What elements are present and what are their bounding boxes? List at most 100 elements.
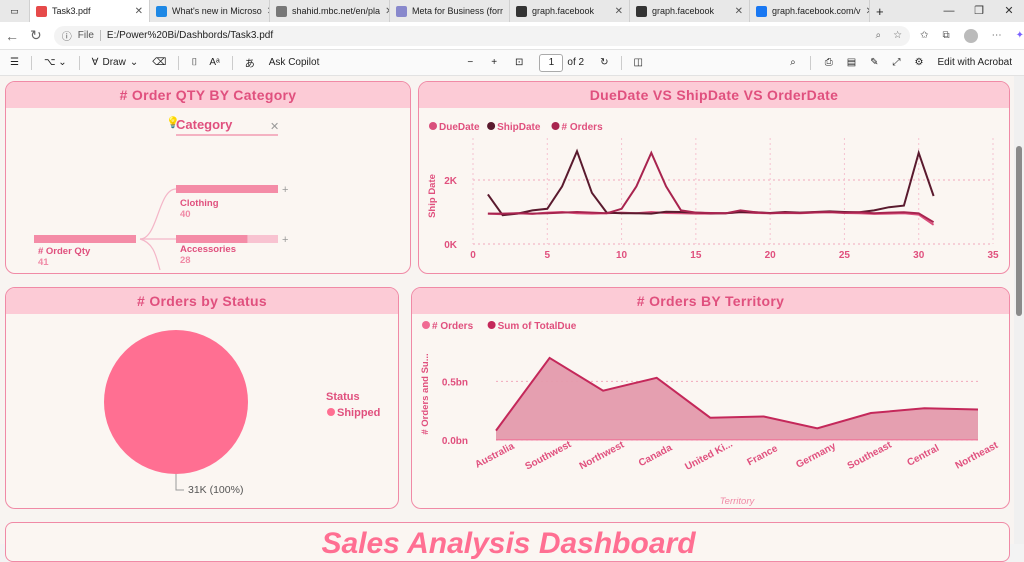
y-axis-label: # Orders and Su... [420,353,431,434]
highlight-icon[interactable]: ⌥ ⌄ [43,57,67,68]
page-number-input[interactable]: 1 [539,53,564,72]
close-window-button[interactable]: ✕ [1004,5,1014,17]
translate-icon[interactable]: あ [244,59,255,70]
clothing-bar[interactable] [176,185,278,193]
back-button[interactable]: ← [4,27,19,44]
expand-plus-icon[interactable]: + [282,184,288,196]
search-icon[interactable]: ⌕ [790,57,796,68]
clothing-value: 40 [180,209,191,220]
restore-button[interactable]: ❐ [974,5,984,17]
fullscreen-icon[interactable]: ⤢ [892,57,901,68]
legend-label: ShipDate [497,122,541,133]
tab-title: graph.facebook.com/v [772,6,861,16]
y-tick-label: 2K [444,176,458,187]
territory-title: # Orders BY Territory [412,288,1009,314]
save-icon[interactable]: ▤ [846,57,857,68]
zoom-in-button[interactable]: + [491,57,498,68]
collections-icon[interactable]: ⧉ [942,30,950,41]
close-tab-icon[interactable]: ✕ [734,5,743,17]
edit-with-acrobat-button[interactable]: Edit with Acrobat [937,57,1012,68]
address-url[interactable]: E:/Power%20Bi/Dashbords/Task3.pdf [106,30,274,41]
tab-title: graph.facebook [532,6,595,16]
copilot-icon[interactable]: ✦ [1015,30,1024,41]
favorite-star-icon[interactable]: ☆ [893,30,903,41]
browser-tab[interactable]: Task3.pdf ✕ [30,0,150,22]
browser-tab[interactable]: shahid.mbc.net/en/pla ✕ [270,0,390,22]
tab-favicon-icon [516,5,527,17]
close-icon[interactable]: ✕ [270,121,279,133]
root-bar [34,235,136,243]
order-qty-title: # Order QTY BY Category [6,82,410,108]
close-tab-icon[interactable]: ✕ [866,6,869,17]
area-fill-totaldue [496,357,978,440]
close-tab-icon[interactable]: ✕ [134,5,143,17]
window-controls: — ❐ ✕ [934,0,1024,22]
save-as-icon[interactable]: ✎ [870,57,879,68]
close-tab-icon[interactable]: ✕ [614,5,623,17]
address-bar[interactable]: ⓘ File E:/Power%20Bi/Dashbords/Task3.pdf… [53,25,911,46]
eraser-icon[interactable]: ⌫ [152,57,167,68]
browser-tab[interactable]: What's new in Microso ✕ [150,0,270,22]
browser-tab[interactable]: graph.facebook ✕ [510,0,630,22]
decomposition-tree: 💡 Category ✕ # Order Qty 41 + Clothing 4… [34,116,288,271]
tab-favicon-icon [396,5,407,17]
accessories-bar[interactable] [176,235,248,243]
status-pie-chart: Status Shipped 31K (100%) [104,330,380,496]
avatar[interactable] [963,28,978,43]
print-icon[interactable]: ⎙ [824,57,833,68]
legend-swatch [429,122,437,130]
read-aloud-icon[interactable]: Aᵃ [209,57,220,68]
browser-tab[interactable]: graph.facebook ✕ [630,0,750,22]
x-tick-label: Central [905,443,941,469]
vertical-scrollbar[interactable] [1014,76,1024,544]
minimize-button[interactable]: — [943,5,955,17]
close-tab-icon[interactable]: ✕ [385,6,389,17]
series-line-shipdate [487,148,935,217]
settings-gear-icon[interactable]: ⚙ [914,57,924,68]
tab-title: graph.facebook [652,6,715,16]
tab-title: shahid.mbc.net/en/pla [292,6,381,16]
x-tick-label: Australia [473,441,516,471]
fit-page-icon[interactable]: ⊡ [515,57,524,68]
info-icon: ⓘ [61,32,72,43]
zoom-icon[interactable]: ⌕ [875,30,882,41]
x-tick-label: 30 [913,250,925,261]
rotate-icon[interactable]: ↻ [600,57,609,68]
browser-tab[interactable]: Meta for Business (forr ✕ [390,0,510,22]
series-line-orders [487,150,935,224]
expand-plus-icon[interactable]: + [282,234,288,246]
zoom-out-button[interactable]: − [467,57,474,68]
category-filter-label[interactable]: Category [176,117,233,132]
pdf-page: # Order QTY BY Category 💡 Category ✕ # O… [0,76,1014,562]
new-tab-button[interactable]: + [870,0,890,22]
tab-actions-button[interactable]: ▭ [0,0,30,22]
tab-title: What's new in Microso [172,6,262,16]
legend-swatch [487,122,496,130]
text-box-icon[interactable]: ⌷ [191,57,198,68]
contents-icon[interactable]: ☰ [10,57,19,68]
status-legend-title: Status [326,391,360,403]
page-total: of 2 [567,57,585,68]
draw-icon[interactable]: ∀ [91,57,99,68]
ask-copilot-button[interactable]: Ask Copilot [268,57,320,68]
status-card: # Orders by Status Status Shipped 31K (1… [5,287,399,509]
browser-tab[interactable]: graph.facebook.com/v ✕ [750,0,870,22]
draw-button[interactable]: Draw [102,57,126,68]
x-tick-label: France [746,443,781,468]
close-tab-icon[interactable]: ✕ [267,6,269,17]
status-legend-item[interactable]: Shipped [337,407,380,419]
favorites-icon[interactable]: ✩ [920,30,929,41]
menu-icon[interactable]: ⋯ [991,30,1002,41]
x-tick-label: 15 [690,250,702,261]
territory-card: # Orders BY Territory # Orders Sum of Tot… [411,287,1010,509]
pie-slice-shipped [104,330,248,474]
chevron-down-icon[interactable]: ⌄ [129,57,139,68]
x-axis-label: Territory [720,496,756,507]
clothing-label: Clothing [180,198,219,209]
x-tick-label: 5 [545,250,551,261]
scrollbar-thumb[interactable] [1016,146,1022,316]
refresh-button[interactable]: ↻ [29,27,42,43]
x-tick-label: Northwest [578,439,627,472]
close-tab-icon[interactable]: ✕ [508,6,509,17]
page-view-icon[interactable]: ◫ [633,57,643,68]
